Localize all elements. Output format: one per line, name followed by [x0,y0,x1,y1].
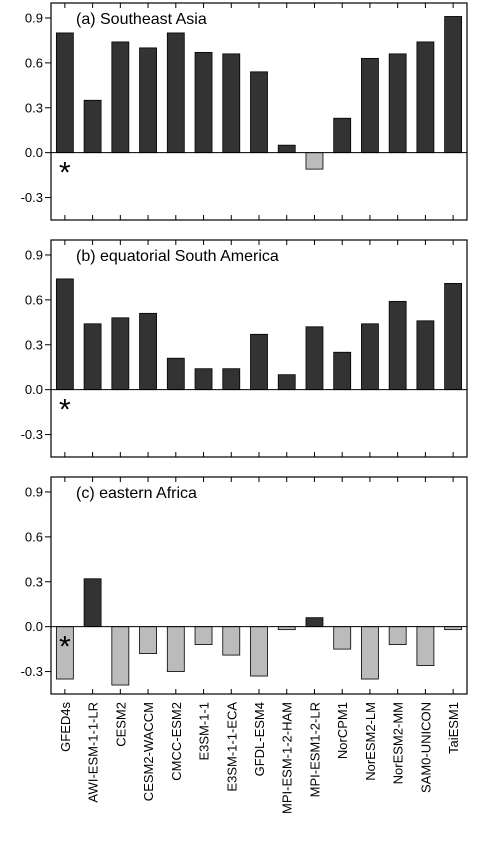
category-label: TaiESM1 [446,702,461,754]
category-label: GFDL-ESM4 [252,702,267,776]
y-tick-label: -0.3 [21,190,43,205]
bar [416,626,435,666]
bar [194,51,213,154]
y-tick-label: -0.3 [21,427,43,442]
bar [166,32,185,154]
category-label: GFED4s [58,702,73,752]
bar [416,320,435,391]
bar [277,144,296,154]
y-tick-label: -0.3 [21,664,43,679]
bar [250,333,268,391]
bar [333,351,352,391]
y-tick-label: 0.0 [25,619,43,634]
category-label: E3SM-1-1 [197,702,212,761]
y-tick-label: 0.3 [25,337,43,352]
bar [305,617,324,628]
y-tick-label: 0.6 [25,292,43,307]
bar [305,152,324,170]
bar [416,41,435,154]
y-tick-label: 0.3 [25,574,43,589]
bar [250,626,268,677]
bar [277,374,296,391]
bar [250,71,268,154]
bar [55,32,74,154]
y-tick-label: 0.9 [25,247,43,262]
category-label: MPI-ESM1-2-LR [307,702,322,797]
category-label: E3SM-1-1-ECA [224,702,239,792]
bar [444,282,463,391]
bar [139,626,157,654]
category-label: CMCC-ESM2 [169,702,184,781]
bar [444,16,463,154]
bar [333,117,352,154]
bar [194,626,213,646]
y-tick-label: 0.9 [25,10,43,25]
bar [111,41,130,154]
marker-star: * [59,631,71,664]
bar [166,357,185,391]
category-label: NorCPM1 [335,702,350,759]
bar [305,326,324,391]
marker-star: * [59,394,71,427]
bar [361,57,379,154]
y-tick-label: 0.6 [25,529,43,544]
y-tick-label: 0.9 [25,484,43,499]
bar [139,47,157,154]
y-tick-label: 0.6 [25,55,43,70]
bar [222,368,241,391]
category-label: NorESM2-MM [391,702,406,784]
bar [333,626,352,650]
panel-title: (a) Southeast Asia [76,11,207,28]
category-label: CESM2-WACCM [141,702,156,801]
y-tick-label: 0.0 [25,145,43,160]
bar [388,626,407,646]
bar [361,323,379,391]
bar [83,323,102,391]
y-tick-label: 0.3 [25,100,43,115]
bar [222,53,241,154]
marker-star: * [59,157,71,190]
bar [55,278,74,391]
category-label: SAM0-UNICON [418,702,433,793]
bar [388,53,407,154]
bar [111,317,130,391]
panel-title: (c) eastern Africa [76,485,197,502]
bar [83,578,102,628]
bar [83,99,102,154]
bar [222,626,241,656]
category-label: MPI-ESM-1-2-HAM [280,702,295,814]
bar [111,626,130,686]
category-label: AWI-ESM-1-1-LR [86,702,101,803]
y-tick-label: 0.0 [25,382,43,397]
bar [194,368,213,391]
bar [388,300,407,391]
category-label: NorESM2-LM [363,702,378,781]
category-label: CESM2 [113,702,128,747]
bar [139,312,157,391]
bar [166,626,185,672]
bar [361,626,379,680]
panel-title: (b) equatorial South America [76,248,279,265]
